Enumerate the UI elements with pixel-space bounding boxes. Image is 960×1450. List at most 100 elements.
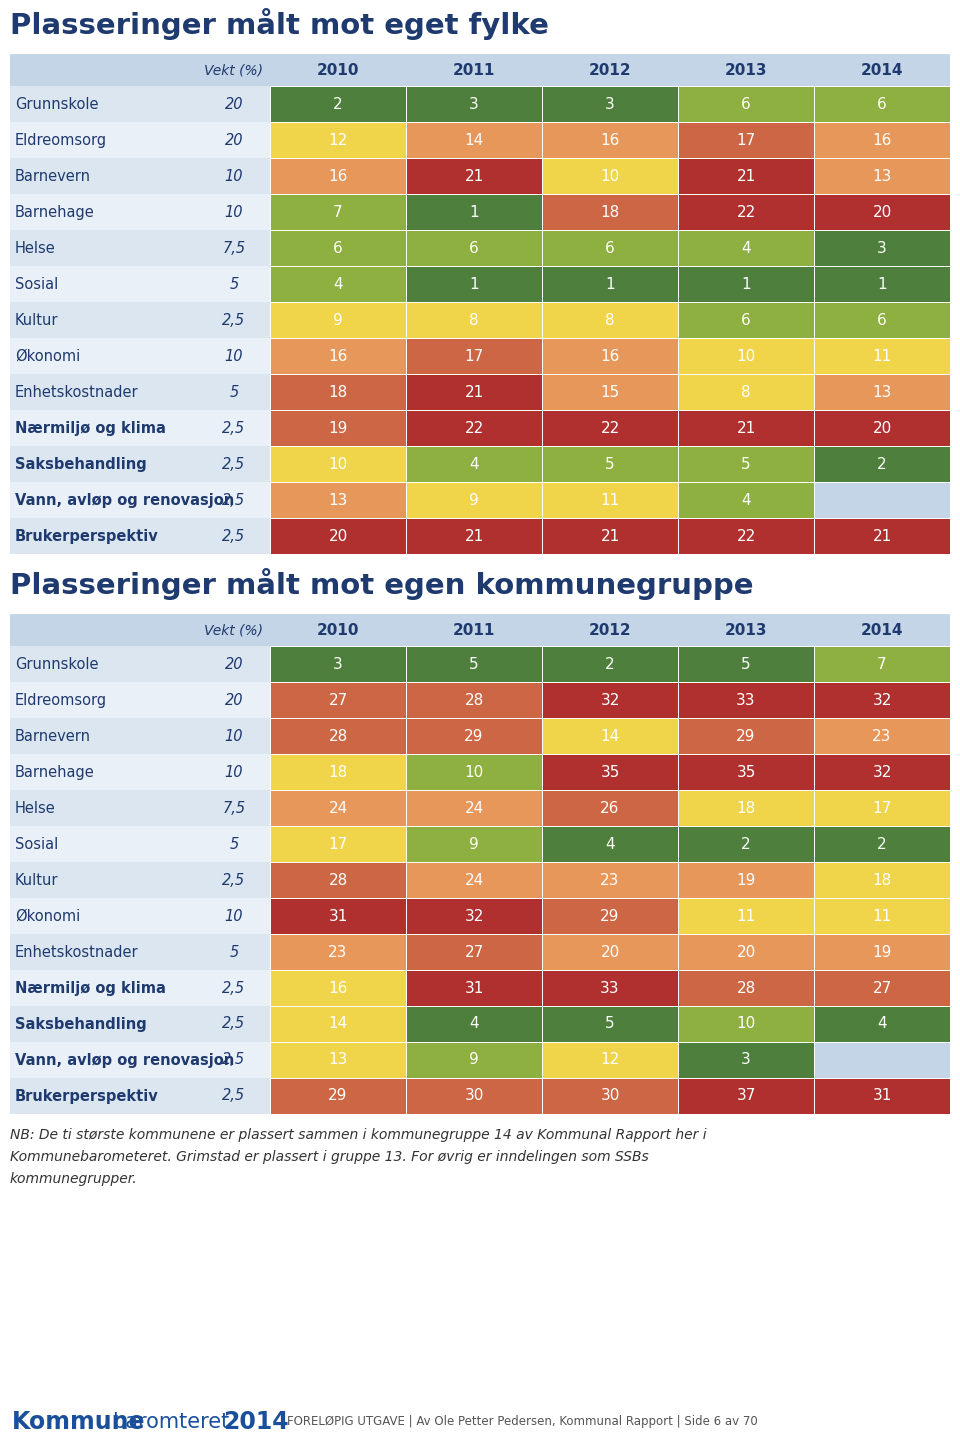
Text: 2,5: 2,5 — [223, 1016, 246, 1031]
Text: FORELØPIG UTGAVE | Av Ole Petter Pedersen, Kommunal Rapport | Side 6 av 70: FORELØPIG UTGAVE | Av Ole Petter Pederse… — [287, 1415, 757, 1428]
Text: 8: 8 — [741, 384, 751, 400]
Text: 3: 3 — [877, 241, 887, 255]
Bar — [406, 647, 542, 682]
Bar — [10, 1006, 270, 1043]
Text: 11: 11 — [736, 909, 756, 924]
Bar — [814, 231, 950, 265]
Text: 2,5: 2,5 — [223, 980, 246, 996]
Text: Helse: Helse — [15, 800, 56, 815]
Bar — [678, 898, 814, 934]
Bar — [814, 754, 950, 790]
Bar — [814, 338, 950, 374]
Bar — [542, 647, 678, 682]
Bar — [270, 518, 406, 554]
Bar — [270, 86, 406, 122]
Text: 4: 4 — [605, 837, 614, 851]
Text: 2,5: 2,5 — [223, 493, 246, 508]
Text: 13: 13 — [873, 384, 892, 400]
Bar — [270, 447, 406, 481]
Text: Vann, avløp og renovasjon: Vann, avløp og renovasjon — [15, 493, 234, 508]
Text: 10: 10 — [225, 168, 243, 184]
Text: 28: 28 — [328, 873, 348, 887]
Bar — [814, 1006, 950, 1043]
Bar — [678, 718, 814, 754]
Text: Enhetskostnader: Enhetskostnader — [15, 384, 138, 400]
Bar — [270, 231, 406, 265]
Text: 28: 28 — [465, 693, 484, 708]
Bar — [542, 682, 678, 718]
Bar — [270, 934, 406, 970]
Text: 10: 10 — [465, 764, 484, 780]
Text: 2,5: 2,5 — [223, 420, 246, 435]
Bar — [10, 790, 270, 826]
Bar — [406, 86, 542, 122]
Text: 3: 3 — [469, 97, 479, 112]
Bar — [406, 265, 542, 302]
Text: 17: 17 — [873, 800, 892, 815]
Text: 33: 33 — [736, 693, 756, 708]
Text: 22: 22 — [736, 528, 756, 544]
Bar — [814, 934, 950, 970]
Text: 22: 22 — [736, 204, 756, 219]
Text: 24: 24 — [328, 800, 348, 815]
Bar — [406, 518, 542, 554]
Text: 2,5: 2,5 — [223, 457, 246, 471]
Bar — [270, 265, 406, 302]
Text: 5: 5 — [229, 944, 239, 960]
Text: 21: 21 — [465, 528, 484, 544]
Bar — [10, 447, 270, 481]
Text: 21: 21 — [736, 420, 756, 435]
Bar — [814, 265, 950, 302]
Bar — [270, 861, 406, 898]
Bar — [678, 338, 814, 374]
Bar — [542, 447, 678, 481]
Text: Vann, avløp og renovasjon: Vann, avløp og renovasjon — [15, 1053, 234, 1067]
Text: 9: 9 — [469, 837, 479, 851]
Text: 10: 10 — [328, 457, 348, 471]
Text: 2013: 2013 — [725, 62, 767, 77]
Text: 31: 31 — [873, 1089, 892, 1103]
Bar — [406, 481, 542, 518]
Text: 32: 32 — [600, 693, 620, 708]
Text: 30: 30 — [465, 1089, 484, 1103]
Text: 16: 16 — [328, 348, 348, 364]
Bar — [406, 194, 542, 231]
Text: 2: 2 — [741, 837, 751, 851]
Bar — [678, 1077, 814, 1114]
Bar — [542, 718, 678, 754]
Text: 1: 1 — [469, 277, 479, 291]
Text: Brukerperspektiv: Brukerperspektiv — [15, 1089, 158, 1103]
Bar — [10, 934, 270, 970]
Bar — [406, 682, 542, 718]
Text: 30: 30 — [600, 1089, 620, 1103]
Bar — [270, 158, 406, 194]
Text: 10: 10 — [225, 764, 243, 780]
Bar — [406, 1006, 542, 1043]
Text: Nærmiljø og klima: Nærmiljø og klima — [15, 980, 166, 996]
Text: 4: 4 — [877, 1016, 887, 1031]
Bar — [678, 158, 814, 194]
Text: 9: 9 — [469, 1053, 479, 1067]
Bar — [270, 898, 406, 934]
Bar — [814, 481, 950, 518]
Bar — [10, 374, 270, 410]
Text: 2,5: 2,5 — [223, 1053, 246, 1067]
Bar — [542, 231, 678, 265]
Text: 9: 9 — [469, 493, 479, 508]
Bar — [270, 1006, 406, 1043]
Text: 20: 20 — [225, 132, 243, 148]
Bar — [406, 1077, 542, 1114]
Text: 9: 9 — [333, 313, 343, 328]
Text: 32: 32 — [873, 764, 892, 780]
Text: 17: 17 — [736, 132, 756, 148]
Bar — [270, 647, 406, 682]
Bar — [406, 1043, 542, 1077]
Text: 27: 27 — [873, 980, 892, 996]
Text: 23: 23 — [600, 873, 620, 887]
Bar — [678, 682, 814, 718]
Bar — [542, 1006, 678, 1043]
Text: 35: 35 — [736, 764, 756, 780]
Bar — [542, 898, 678, 934]
Text: 17: 17 — [328, 837, 348, 851]
Text: Barnehage: Barnehage — [15, 204, 95, 219]
